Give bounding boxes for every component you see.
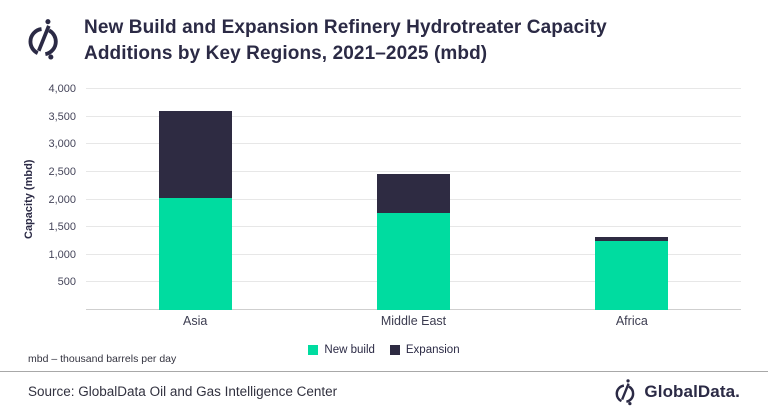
x-axis-label-asia: Asia [183, 314, 208, 328]
page-title-line2: Additions by Key Regions, 2021–2025 (mbd… [84, 43, 488, 64]
y-tick-label: 4,000 [48, 83, 76, 95]
y-tick-label: 3,000 [48, 138, 76, 151]
plot-area [86, 88, 741, 310]
gridline [86, 170, 741, 172]
brand-wordmark: GlobalData. [644, 381, 740, 401]
bar-middle-east [376, 89, 450, 310]
globaldata-logo-icon [28, 19, 58, 60]
bar-column-asia [86, 89, 304, 310]
legend-label-new-build: New build [324, 344, 375, 356]
footer-divider [0, 371, 768, 372]
bar-segment-africa-expansion [595, 236, 669, 241]
globaldata-logo-icon [615, 378, 635, 405]
legend: New build Expansion [0, 344, 768, 356]
legend-item-new-build: New build [308, 344, 375, 356]
y-axis-ticks: 500 1,000 1,500 2,000 2,500 3,000 3,500 4,000 [0, 83, 76, 310]
brand: GlobalData. [612, 378, 740, 406]
gridline [86, 88, 741, 89]
y-tick-label: 2,000 [48, 193, 76, 206]
bar-asia [158, 89, 232, 310]
gridline [86, 143, 741, 145]
footer: Source: GlobalData Oil and Gas Intellige… [0, 372, 768, 411]
y-tick-label: 1,000 [48, 248, 76, 261]
y-tick-label: 3,500 [48, 110, 76, 123]
bar-column-africa [523, 89, 741, 310]
x-axis-labels: Asia Middle East Africa [86, 314, 741, 328]
page-title-line1: New Build and Expansion Refinery Hydrotr… [84, 17, 607, 38]
gridline [86, 115, 741, 117]
y-tick-label: 500 [57, 276, 76, 289]
bar-segment-asia-expansion [158, 111, 232, 198]
bars [86, 89, 741, 310]
bar-africa [595, 89, 669, 310]
legend-swatch-expansion [389, 345, 400, 355]
x-axis-label-middle-east: Middle East [380, 314, 447, 328]
y-tick-label: 1,500 [48, 221, 76, 234]
page-title: New Build and Expansion Refinery Hydrotr… [84, 15, 724, 67]
bar-segment-middle-east-expansion [376, 173, 450, 214]
footnote: mbd – thousand barrels per day [28, 353, 177, 365]
bar-segment-asia-new-build [158, 197, 232, 310]
bar-segment-africa-new-build [595, 240, 669, 310]
y-tick-label: 2,500 [48, 165, 76, 178]
legend-swatch-new-build [308, 345, 319, 355]
bar-column-middle-east [304, 89, 522, 310]
legend-item-expansion: Expansion [389, 344, 460, 356]
x-axis-label-africa: Africa [615, 314, 648, 328]
bar-segment-middle-east-new-build [376, 213, 450, 310]
source-text: Source: GlobalData Oil and Gas Intellige… [28, 384, 338, 399]
legend-label-expansion: Expansion [405, 344, 460, 356]
